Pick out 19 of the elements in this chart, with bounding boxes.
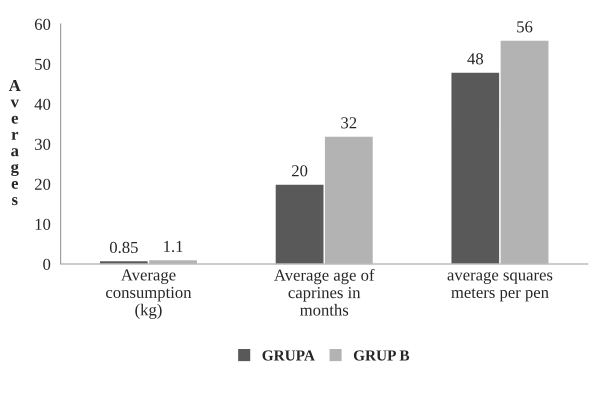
data-label: 56 bbox=[517, 21, 532, 32]
y-tick-label: 30 bbox=[35, 138, 50, 150]
x-tick-label: Average age of caprines in months bbox=[274, 268, 374, 316]
data-label: 20 bbox=[292, 165, 308, 176]
y-tick-label: 10 bbox=[36, 218, 50, 230]
y-tick-label: 0 bbox=[43, 258, 50, 270]
legend-label: GRUPA bbox=[262, 350, 315, 361]
y-tick-label: 40 bbox=[34, 98, 50, 110]
y-tick-label: 60 bbox=[34, 18, 50, 30]
y-tick-label: 50 bbox=[35, 58, 50, 70]
x-tick-label: Average consumption (kg) bbox=[106, 269, 192, 319]
legend-label: GRUP B bbox=[354, 350, 410, 361]
y-tick-label: 20 bbox=[34, 178, 50, 190]
x-tick-label: average squares meters per pen bbox=[448, 272, 552, 302]
data-label: 1.1 bbox=[164, 240, 182, 252]
data-label: 0.85 bbox=[110, 242, 138, 254]
data-label: 48 bbox=[467, 53, 484, 64]
data-label: 32 bbox=[341, 117, 356, 128]
y-axis-title: Averages bbox=[8, 80, 21, 206]
